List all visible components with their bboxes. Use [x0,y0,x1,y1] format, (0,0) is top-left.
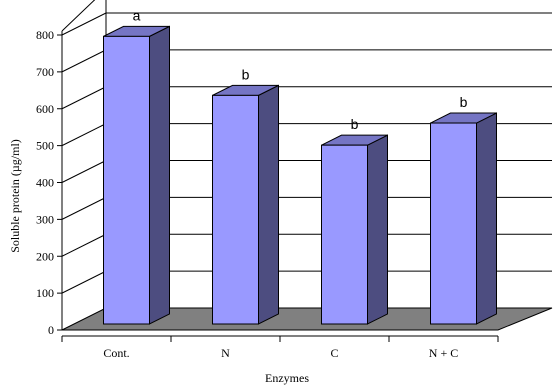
bar-data-label: b [242,66,250,82]
chart-bars [103,25,497,325]
side-wall-top-edge [61,0,96,32]
x-tick-label: C [330,346,338,360]
gridline-side [61,233,107,257]
bar-data-label: b [351,116,359,132]
x-tick-label: N + C [429,346,458,360]
y-tick-label: 300 [36,212,54,226]
floor-plane [61,307,553,331]
chart-labels: 0 100 200 300 400 500 600 700 800 Cont. a Nb Cb N + C… [36,7,468,360]
y-tick-label: 100 [36,286,54,300]
gridline-side [61,12,107,36]
y-tick-label: 0 [48,323,54,337]
y-tick-label: 700 [36,65,54,79]
x-tick-label: Cont. [103,346,129,360]
bar-data-label: b [460,94,468,110]
gridline-side [61,160,107,183]
x-axis-title: Enzymes [265,371,309,385]
bar-side-face [476,112,497,325]
y-tick-label: 600 [36,102,54,116]
y-tick-label: 500 [36,139,54,153]
bar [212,94,259,325]
gridline-side [61,270,107,294]
y-tick-label: 800 [36,28,54,42]
chart-axes [57,31,499,342]
x-tick-label: N [221,346,230,360]
gridline-side [61,49,107,73]
y-tick-label: 400 [36,176,54,190]
bar-side-face [367,134,388,325]
bar-side-face [149,25,170,325]
gridline-side [61,196,107,220]
gridline-side [61,86,107,110]
bar-data-label: a [133,7,141,23]
bar [103,35,150,325]
chart-floor [61,307,553,331]
bar [430,122,477,325]
y-axis-title: Soluble protein (µg/ml) [8,139,22,253]
bar-side-face [258,84,279,325]
y-tick-label: 200 [36,249,54,263]
bar [321,144,368,325]
gridline-side [61,123,107,147]
